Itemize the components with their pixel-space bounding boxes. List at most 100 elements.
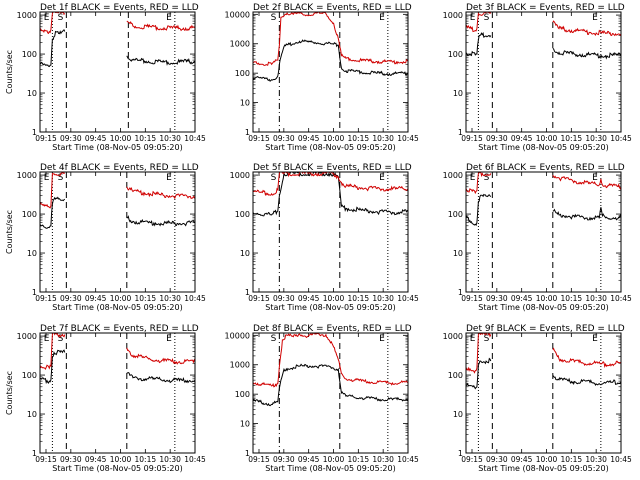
- lld-series-line: [466, 12, 621, 37]
- y-tick-label: 1000: [443, 171, 463, 180]
- x-axis-label: Start Time (08-Nov-05 09:05:20): [478, 464, 608, 473]
- x-tick-label: 09:15: [35, 134, 57, 143]
- x-tick-label: 10:00: [110, 455, 132, 464]
- x-tick-label: 10:30: [159, 294, 181, 303]
- x-tick-label: 09:45: [511, 455, 533, 464]
- event-marker-label: E: [470, 173, 476, 183]
- x-tick-label: 10:30: [585, 455, 607, 464]
- x-tick-label: 10:30: [372, 294, 394, 303]
- y-tick-label: 10000: [225, 331, 250, 340]
- chart-title: Det 8f BLACK = Events, RED = LLD: [253, 324, 412, 334]
- plot-frame: [465, 11, 622, 133]
- event-marker-label: E: [166, 13, 172, 23]
- y-tick-label: 100: [22, 371, 37, 380]
- x-tick-label: 10:00: [323, 294, 345, 303]
- y-tick-label: 1: [458, 288, 463, 297]
- y-tick-label: 10000: [225, 10, 250, 19]
- events-series-line: [253, 39, 408, 82]
- chart-panel-9: Det 9f BLACK = Events, RED = LLD Start Ti…: [443, 324, 632, 473]
- x-tick-label: 10:15: [135, 134, 157, 143]
- x-axis-label: Start Time (08-Nov-05 09:05:20): [52, 303, 182, 312]
- y-tick-label: 1: [458, 128, 463, 137]
- event-marker-label: S: [271, 13, 277, 23]
- event-marker-label: E: [470, 13, 476, 23]
- x-tick-label: 10:00: [536, 455, 558, 464]
- x-tick-label: 09:30: [486, 294, 508, 303]
- chart-panel-6: Det 6f BLACK = Events, RED = LLD Start Ti…: [443, 163, 632, 312]
- chart-panel-4: Det 4f BLACK = Events, RED = LLD Counts/s…: [5, 163, 206, 312]
- event-marker-label: E: [166, 334, 172, 344]
- x-tick-label: 09:45: [298, 294, 320, 303]
- plot-frame: [465, 332, 622, 454]
- events-series-line: [253, 172, 408, 217]
- y-tick-label: 100: [448, 371, 463, 380]
- y-tick-label: 10: [453, 89, 463, 98]
- lld-series-line: [40, 12, 195, 35]
- y-axis-label: Counts/sec: [5, 371, 14, 415]
- y-axis-label: Counts/sec: [5, 210, 14, 254]
- x-tick-label: 09:30: [486, 455, 508, 464]
- x-tick-label: 10:15: [348, 134, 370, 143]
- events-series-line: [466, 31, 621, 60]
- x-tick-label: 10:30: [372, 455, 394, 464]
- x-tick-label: 10:45: [184, 134, 206, 143]
- y-tick-label: 1: [32, 449, 37, 458]
- x-tick-label: 10:45: [397, 294, 419, 303]
- x-tick-label: 10:30: [159, 134, 181, 143]
- x-tick-label: 09:45: [85, 294, 107, 303]
- event-marker-label: E: [379, 13, 385, 23]
- events-series-line: [253, 363, 408, 407]
- x-tick-label: 09:15: [461, 455, 483, 464]
- chart-title: Det 5f BLACK = Events, RED = LLD: [253, 163, 412, 173]
- x-axis-label: Start Time (08-Nov-05 09:05:20): [52, 464, 182, 473]
- y-tick-label: 100: [235, 210, 250, 219]
- event-marker-label: E: [592, 13, 598, 23]
- x-tick-label: 09:15: [461, 134, 483, 143]
- y-tick-label: 10: [453, 410, 463, 419]
- events-series-line: [466, 357, 621, 390]
- x-tick-label: 10:45: [610, 455, 632, 464]
- y-tick-label: 100: [448, 50, 463, 59]
- event-marker-label: S: [271, 173, 277, 183]
- chart-title: Det 7f BLACK = Events, RED = LLD: [40, 324, 199, 334]
- x-tick-label: 10:15: [561, 294, 583, 303]
- y-tick-label: 1000: [230, 40, 250, 49]
- chart-panel-5: Det 5f BLACK = Events, RED = LLD Start Ti…: [230, 163, 419, 312]
- events-series-line: [40, 196, 195, 229]
- event-marker-label: S: [58, 13, 64, 23]
- y-tick-label: 1000: [17, 171, 37, 180]
- y-tick-label: 1000: [230, 171, 250, 180]
- x-axis-label: Start Time (08-Nov-05 09:05:20): [478, 303, 608, 312]
- x-tick-label: 09:15: [461, 294, 483, 303]
- chart-panel-3: Det 3f BLACK = Events, RED = LLD Start Ti…: [443, 3, 632, 152]
- x-tick-label: 09:30: [273, 294, 295, 303]
- x-tick-label: 10:45: [184, 455, 206, 464]
- x-tick-label: 10:45: [610, 134, 632, 143]
- x-tick-label: 09:45: [85, 134, 107, 143]
- x-tick-label: 09:45: [298, 134, 320, 143]
- lld-series-line: [466, 172, 621, 195]
- x-tick-label: 09:15: [248, 294, 270, 303]
- plot-frame: [252, 11, 409, 133]
- chart-title: Det 2f BLACK = Events, RED = LLD: [253, 3, 412, 13]
- x-tick-label: 10:15: [348, 455, 370, 464]
- x-tick-label: 10:45: [397, 134, 419, 143]
- y-tick-label: 100: [22, 50, 37, 59]
- y-tick-label: 1000: [443, 332, 463, 341]
- event-marker-label: E: [379, 334, 385, 344]
- y-tick-label: 1: [458, 449, 463, 458]
- x-axis-label: Start Time (08-Nov-05 09:05:20): [265, 464, 395, 473]
- y-tick-label: 1000: [17, 332, 37, 341]
- event-marker-label: S: [58, 334, 64, 344]
- x-tick-label: 10:45: [397, 455, 419, 464]
- lld-series-line: [253, 172, 408, 197]
- y-tick-label: 1: [245, 128, 250, 137]
- x-axis-label: Start Time (08-Nov-05 09:05:20): [265, 143, 395, 152]
- y-tick-label: 1: [245, 288, 250, 297]
- x-tick-label: 09:15: [35, 455, 57, 464]
- x-tick-label: 10:00: [536, 134, 558, 143]
- y-tick-label: 1000: [230, 361, 250, 370]
- plot-frame: [252, 171, 409, 293]
- x-tick-label: 10:45: [184, 294, 206, 303]
